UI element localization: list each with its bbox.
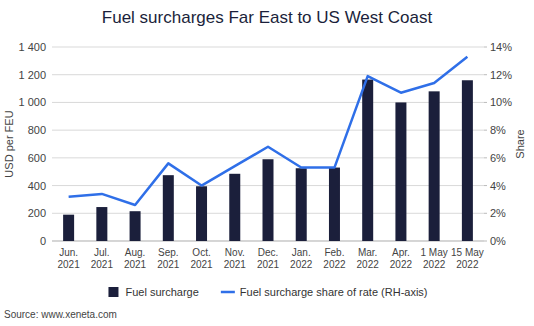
bar [196,186,207,241]
x-tick-label: Apr.2022 [390,247,413,270]
x-tick-label-line: 2022 [290,259,313,270]
x-tick-label: Aug.2021 [124,247,147,270]
bar [462,80,473,241]
y-tick-label: 800 [28,124,46,136]
legend-swatch [108,287,118,297]
y-tick-label: 200 [28,207,46,219]
y-tick-label: 1 200 [18,69,46,81]
y2-tick-label: 8% [490,124,506,136]
y2-tick-label: 14% [490,41,512,53]
x-tick-label: 15 May2022 [451,247,484,270]
x-tick-label-line: 2021 [157,259,180,270]
legend-label: Fuel surcharge [125,286,198,298]
x-tick-label-line: 15 May [451,247,484,258]
bar [395,102,406,241]
x-tick-label: Oct.2021 [190,247,213,270]
x-tick-label-line: 2021 [124,259,147,270]
y-tick-label: 0 [40,235,46,247]
x-tick-label-line: Jan. [292,247,311,258]
x-tick-label: 1 May2022 [421,247,448,270]
y2-tick [484,185,487,186]
y2-tick-label: 12% [490,69,512,81]
legend-label: Fuel surcharge share of rate (RH-axis) [240,286,428,298]
x-tick-label-line: Aug. [125,247,146,258]
y-tick-label: 1 000 [18,96,46,108]
x-tick-label-line: Feb. [324,247,344,258]
bar [229,174,240,241]
x-tick-label-line: Jul. [94,247,110,258]
grid-line [52,102,484,103]
y-tick-label: 1 400 [18,41,46,53]
x-tick-label: Dec.2021 [257,247,280,270]
x-tick-label-line: 1 May [421,247,448,258]
bar [63,215,74,241]
x-tick-label-line: Nov. [225,247,245,258]
bar [296,168,307,241]
bar [163,175,174,241]
title: Fuel surcharges Far East to US West Coas… [102,8,433,27]
legend-item: Fuel surcharge [108,286,198,298]
x-tick-label-line: Oct. [192,247,210,258]
grid-line [52,130,484,131]
legend-item: Fuel surcharge share of rate (RH-axis) [221,286,428,298]
y2-tick-label: 4% [490,180,506,192]
x-tick-label: Sep.2021 [157,247,180,270]
x-tick-label-line: Apr. [392,247,410,258]
marks [63,57,473,241]
x-tick-label-line: 2021 [190,259,213,270]
bar [130,211,141,241]
y-tick-label: 600 [28,152,46,164]
bar [329,168,340,241]
x-tick-label-line: 2022 [323,259,346,270]
y2-tick-label: 6% [490,152,506,164]
grid-line [52,157,484,158]
x-tick-label: Mar.2022 [357,247,380,270]
x-tick-label-line: 2022 [390,259,413,270]
x-tick-label: Nov.2021 [224,247,247,270]
x-tick-label-line: 2021 [224,259,247,270]
x-tick-label-line: Jun. [59,247,78,258]
y2-tick [484,157,487,158]
y2-tick [484,102,487,103]
y2-tick [484,74,487,75]
x-tick-label-line: Mar. [358,247,377,258]
legend-swatch [221,291,235,294]
y2-tick [484,130,487,131]
x-tick-label-line: 2021 [257,259,280,270]
x-tick-label: Jan.2022 [290,247,313,270]
legend: Fuel surcharge Fuel surcharge share of ra… [108,286,427,298]
y2-tick-label: 2% [490,207,506,219]
y-tick-label: 400 [28,180,46,192]
x-tick-label: Jul.2021 [91,247,114,270]
bar [263,159,274,241]
y2-tick [484,241,487,242]
bar [429,91,440,241]
y2-tick-label: 0% [490,235,506,247]
x-tick-label-line: 2021 [57,259,80,270]
x-tick-label-line: 2022 [456,259,479,270]
x-tick-label-line: Sep. [158,247,179,258]
y2-tick [484,47,487,48]
y2-tick [484,213,487,214]
x-tick-label-line: 2021 [91,259,114,270]
x-tick-label-line: 2022 [357,259,380,270]
y2-tick-label: 10% [490,96,512,108]
bar [362,80,373,241]
source-note: Source: www.xeneta.com [4,309,117,320]
y2-axis-title: Share [514,129,526,158]
x-tick-label-line: 2022 [423,259,446,270]
grid-line [52,47,484,48]
chart: Fuel surcharges Far East to US West Coas… [0,0,534,326]
x-tick-label: Feb.2022 [323,247,346,270]
bar [96,207,107,241]
grid-line [52,74,484,75]
y-axis-title: USD per FEU [3,110,15,177]
x-tick-label-line: Dec. [258,247,279,258]
line [69,57,468,205]
x-tick-label: Jun.2021 [57,247,80,270]
